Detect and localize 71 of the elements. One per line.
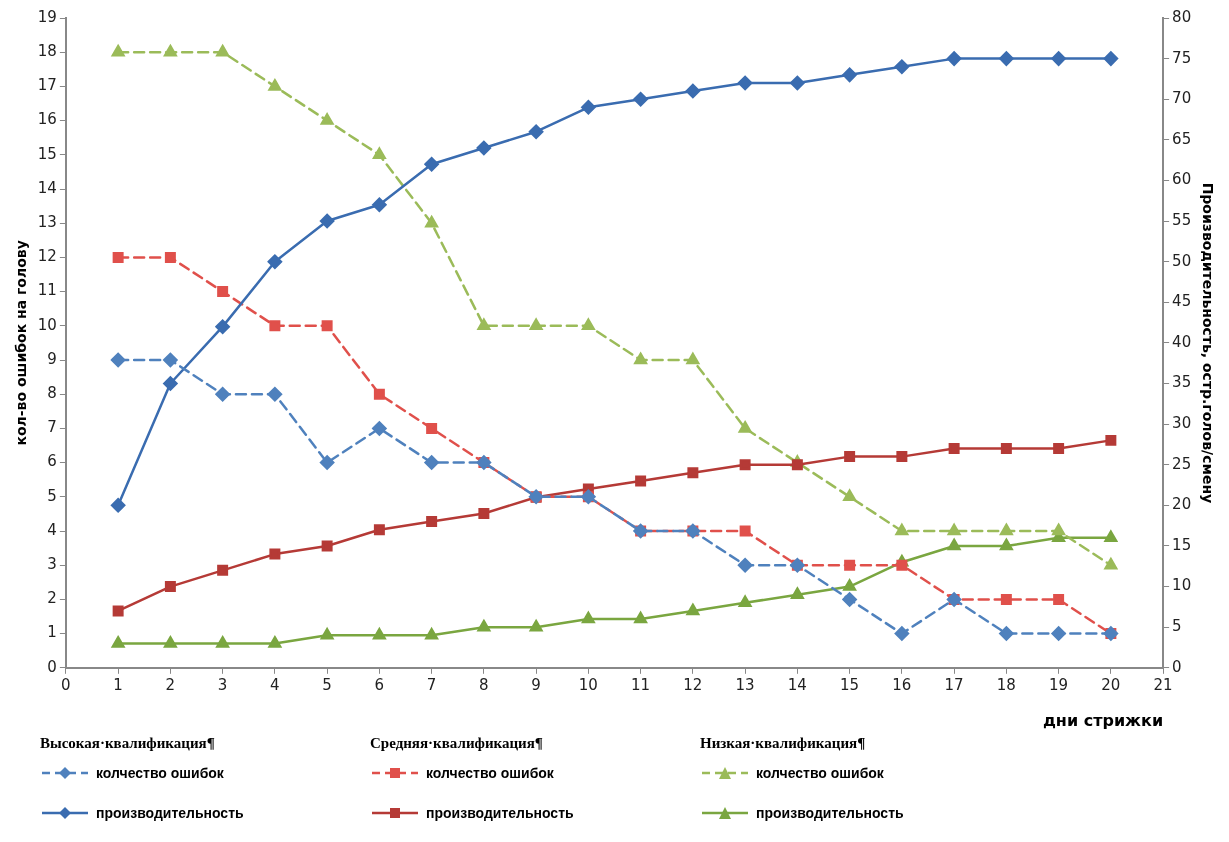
y-tick-label: 15 — [37, 144, 57, 163]
x-tick-label: 18 — [996, 675, 1016, 694]
y2-tick-label: 50 — [1172, 251, 1192, 270]
x-tick-label: 17 — [944, 675, 964, 694]
legend-label: производительность — [756, 805, 904, 821]
text: Средняя·квалификация¶ — [370, 735, 544, 752]
x-tick-label: 13 — [735, 675, 755, 694]
x-tick-label: 8 — [479, 675, 489, 694]
y-axis-title: кол-во ошибок на голову — [13, 240, 30, 446]
y2-tick-label: 0 — [1172, 657, 1182, 676]
x-tick-label: 10 — [578, 675, 598, 694]
x-tick-label: 20 — [1101, 675, 1121, 694]
x-tick-label: 11 — [631, 675, 651, 694]
x-tick-label: 19 — [1049, 675, 1069, 694]
y-tick-label: 11 — [37, 281, 57, 300]
y2-tick-label: 20 — [1172, 495, 1192, 514]
y2-tick-label: 55 — [1172, 210, 1192, 229]
legend-label: колчество ошибок — [756, 765, 884, 781]
y-tick-label: 19 — [37, 7, 57, 26]
y-tick-label: 2 — [47, 589, 57, 608]
x-tick-label: 16 — [892, 675, 912, 694]
y2-tick-label: 25 — [1172, 454, 1192, 473]
x-tick-label: 15 — [840, 675, 860, 694]
y2-tick-label: 5 — [1172, 617, 1182, 636]
x-tick-label: 3 — [217, 675, 228, 694]
legend-label: колчество ошибок — [426, 765, 554, 781]
y2-tick-label: 80 — [1172, 7, 1192, 26]
y2-tick-label: 75 — [1172, 48, 1192, 67]
text: Низкая·квалификация¶ — [700, 735, 867, 752]
y2-tick-label: 15 — [1172, 535, 1192, 554]
y2-tick-label: 30 — [1172, 414, 1192, 433]
x-tick-label: 6 — [374, 675, 385, 694]
y2-tick-label: 10 — [1172, 576, 1192, 595]
y-tick-label: 9 — [47, 349, 57, 368]
y2-tick-label: 40 — [1172, 332, 1192, 351]
x-tick-label: 14 — [787, 675, 807, 694]
y2-tick-label: 60 — [1172, 170, 1192, 189]
x-tick-label: 4 — [270, 675, 280, 694]
y-tick-label: 16 — [37, 110, 57, 129]
y-tick-label: 14 — [37, 178, 57, 197]
y2-tick-label: 45 — [1172, 292, 1192, 311]
text: Высокая·квалификация¶ — [40, 735, 216, 752]
x-axis-title: дни стрижки — [1042, 710, 1164, 730]
y2-tick-label: 65 — [1172, 129, 1192, 148]
y-tick-label: 1 — [47, 623, 57, 642]
y2-tick-label: 70 — [1172, 89, 1192, 108]
y-tick-label: 0 — [47, 657, 57, 676]
y-tick-label: 7 — [47, 418, 57, 437]
x-tick-label: 12 — [683, 675, 703, 694]
x-tick-label: 5 — [322, 675, 332, 694]
y-tick-label: 6 — [47, 452, 57, 471]
x-tick-label: 1 — [113, 675, 123, 694]
x-tick-label: 21 — [1153, 675, 1173, 694]
legend-label: колчество ошибок — [96, 765, 224, 781]
legend-label: производительность — [96, 805, 244, 821]
y-tick-label: 10 — [37, 315, 57, 334]
y2-axis-title: Производительность, остр.голов/смену — [1199, 182, 1216, 504]
x-tick-label: 9 — [531, 675, 541, 694]
y-tick-label: 4 — [47, 520, 57, 539]
x-tick-label: 7 — [426, 675, 437, 694]
y-tick-label: 8 — [47, 384, 57, 403]
legend-label: производительность — [426, 805, 574, 821]
y-tick-label: 5 — [47, 486, 57, 505]
y-tick-label: 17 — [37, 76, 57, 95]
y-tick-label: 13 — [37, 213, 57, 232]
y-tick-label: 12 — [37, 247, 57, 266]
y-tick-label: 18 — [37, 42, 57, 61]
y-tick-label: 3 — [47, 555, 57, 574]
x-tick-label: 0 — [61, 675, 71, 694]
x-tick-label: 2 — [165, 675, 176, 694]
y2-tick-label: 35 — [1172, 373, 1192, 392]
